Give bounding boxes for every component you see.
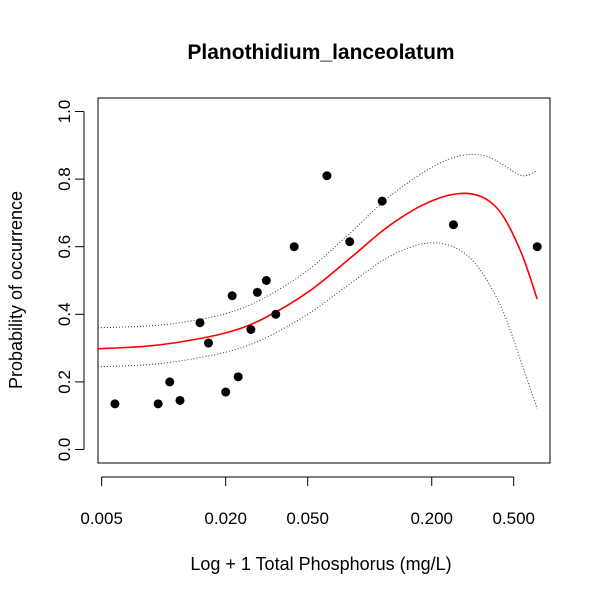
data-point (233, 372, 243, 382)
fit-line (97, 192, 538, 350)
chart-title: Planothidium_lanceolatum (187, 41, 454, 64)
x-tick-label: 0.020 (204, 509, 247, 528)
fit-line-group (97, 192, 538, 350)
data-point (110, 399, 120, 409)
x-tick-label: 0.200 (410, 509, 453, 528)
data-point (448, 220, 458, 230)
upper-ci-line (97, 153, 538, 329)
y-tick-label: 0.0 (55, 438, 74, 462)
data-point (377, 196, 387, 206)
data-point (322, 171, 332, 181)
plot-frame (97, 97, 551, 464)
x-axis: 0.005 0.020 0.050 0.200 0.500 (80, 476, 535, 528)
x-tick-label: 0.500 (492, 509, 535, 528)
x-axis-label: Log + 1 Total Phosphorus (mg/L) (190, 554, 451, 574)
data-point (175, 395, 185, 405)
data-point (246, 325, 256, 335)
data-point (345, 237, 355, 247)
data-point (227, 291, 237, 301)
ci-lines (97, 153, 538, 410)
data-point (221, 387, 231, 397)
x-tick-label: 0.005 (80, 509, 123, 528)
data-point (203, 338, 213, 348)
data-point (195, 318, 205, 328)
y-tick-label: 0.6 (55, 235, 74, 259)
data-point (289, 242, 299, 252)
y-axis-label: Probability of occurrence (6, 191, 26, 389)
data-point (252, 287, 262, 297)
x-tick-label: 0.050 (286, 509, 329, 528)
y-tick-label: 0.2 (55, 370, 74, 394)
data-point (165, 377, 175, 387)
points-group (110, 171, 542, 409)
y-axis: 0.0 0.2 0.4 0.6 0.8 1.0 (55, 100, 85, 462)
y-tick-label: 0.4 (55, 302, 74, 326)
y-tick-label: 0.8 (55, 167, 74, 191)
y-tick-label: 1.0 (55, 100, 74, 124)
data-point (271, 309, 281, 319)
data-point (261, 276, 271, 285)
data-point (532, 242, 542, 252)
lower-ci-line (97, 242, 538, 410)
data-point (153, 399, 163, 409)
